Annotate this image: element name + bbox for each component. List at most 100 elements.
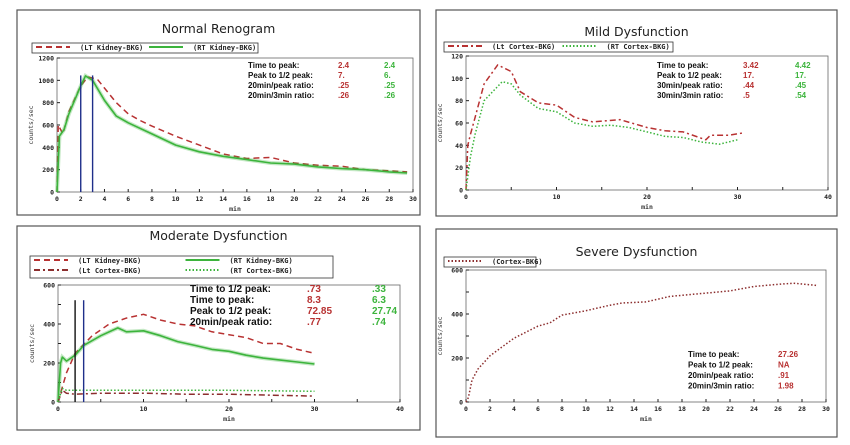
x-tick-label: 0 <box>55 195 59 203</box>
legend-box <box>29 255 334 279</box>
x-tick-label: 0 <box>56 405 60 413</box>
stat-value-rt: 6.3 <box>372 295 386 306</box>
x-tick-label: 12 <box>195 195 203 203</box>
x-tick-label: 0 <box>464 193 468 201</box>
stat-value-lt: .26 <box>338 91 350 100</box>
x-tick-label: 18 <box>678 405 686 413</box>
stat-value-rt: .33 <box>372 284 386 295</box>
stat-value-lt: .73 <box>307 284 321 295</box>
y-tick-label: 100 <box>451 75 463 83</box>
series-line-2 <box>56 75 408 193</box>
stat-value-lt: 72.85 <box>307 306 332 317</box>
stat-value-rt: .45 <box>795 81 807 90</box>
stat-value-lt: .25 <box>338 81 350 90</box>
y-tick-label: 1200 <box>38 55 54 63</box>
y-axis-label: counts/sec <box>28 324 36 363</box>
stat-label: 30min/3min ratio: <box>657 91 723 100</box>
x-tick-label: 30 <box>822 405 830 413</box>
x-axis-label: min <box>223 415 235 423</box>
x-tick-label: 8 <box>150 195 154 203</box>
stats-table: Time to peak: 3.42 4.42 Peak to 1/2 peak: 17… <box>657 61 811 100</box>
stat-value-rt: 2.4 <box>384 61 396 70</box>
x-tick-label: 8 <box>560 405 564 413</box>
legend-box <box>443 41 674 53</box>
chart-title: Normal Renogram <box>162 21 276 36</box>
stat-label: 20min/3min ratio: <box>248 91 314 100</box>
stat-label: 20min/peak ratio: <box>248 81 314 90</box>
x-tick-label: 14 <box>219 195 227 203</box>
stat-value-rt: .74 <box>372 317 386 328</box>
legend-label: (LT Kidney-BKG) <box>80 44 143 52</box>
stat-value-rt: 27.74 <box>372 306 397 317</box>
stats-table: Time to peak: 2.4 2.4 Peak to 1/2 peak: 7. 6.… <box>248 61 396 100</box>
stat-label: 20min/peak ratio: <box>688 371 754 380</box>
y-tick-label: 600 <box>451 267 463 275</box>
x-tick-label: 10 <box>553 193 561 201</box>
x-tick-label: 10 <box>140 405 148 413</box>
chart-panel-4: Severe Dysfunction(Cortex-BKG)0 2 4 6 8 10 12 1… <box>435 228 838 438</box>
y-tick-label: 800 <box>42 99 54 107</box>
series-line-1 <box>57 313 315 403</box>
x-tick-label: 40 <box>396 405 404 413</box>
y-tick-label: 0 <box>51 399 55 407</box>
x-tick-label: 20 <box>702 405 710 413</box>
x-tick-label: 2 <box>488 405 492 413</box>
y-axis-label: counts/sec <box>27 105 35 144</box>
x-tick-label: 18 <box>267 195 275 203</box>
stat-value-rt: .25 <box>384 81 396 90</box>
panel-frame <box>435 9 838 217</box>
y-tick-label: 120 <box>451 53 463 61</box>
y-tick-label: 40 <box>455 142 463 150</box>
stat-value-lt: 3.42 <box>743 61 759 70</box>
x-tick-label: 28 <box>385 195 393 203</box>
series-line-1 <box>465 64 743 191</box>
legend-label: (RT Cortex-BKG) <box>230 267 293 275</box>
x-axis-label: min <box>641 203 653 211</box>
y-axis-label: counts/sec <box>436 316 444 355</box>
x-tick-label: 4 <box>512 405 516 413</box>
x-tick-label: 24 <box>750 405 758 413</box>
series-line-2 <box>465 80 738 191</box>
x-tick-label: 20 <box>225 405 233 413</box>
stat-label: 20min/peak ratio: <box>190 317 272 328</box>
stat-label: Peak to 1/2 peak: <box>190 306 271 317</box>
stat-value-lt: 7. <box>338 71 345 80</box>
stat-value-lt: .91 <box>778 371 790 380</box>
y-tick-label: 80 <box>455 97 463 105</box>
y-tick-label: 200 <box>43 360 55 368</box>
chart-panel-2: Mild Dysfunction (Lt Cortex-BKG) (RT Corte… <box>435 9 838 217</box>
chart-title: Moderate Dysfunction <box>149 228 287 243</box>
chart-title: Severe Dysfunction <box>576 244 698 259</box>
stat-value-lt: 8.3 <box>307 295 321 306</box>
stat-value-lt: 17. <box>743 71 754 80</box>
x-tick-label: 16 <box>654 405 662 413</box>
legend-label: (RT Kidney-BKG) <box>193 44 256 52</box>
y-tick-label: 0 <box>50 189 54 197</box>
stat-value-rt: 17. <box>795 71 806 80</box>
series-line-1 <box>56 76 408 193</box>
x-tick-label: 40 <box>824 193 832 201</box>
stat-value-rt: 4.42 <box>795 61 811 70</box>
series-line-3 <box>57 389 315 403</box>
stat-label: Time to peak: <box>688 350 739 359</box>
y-tick-label: 60 <box>455 120 463 128</box>
y-tick-label: 200 <box>42 166 54 174</box>
legend-label: (RT Cortex-BKG) <box>607 43 670 51</box>
x-tick-label: 30 <box>734 193 742 201</box>
x-tick-label: 26 <box>362 195 370 203</box>
stats-table: Time to 1/2 peak: .73 .33 Time to peak: 8.3 6… <box>190 284 397 328</box>
stat-label: Time to peak: <box>248 61 299 70</box>
stat-value-rt: 6. <box>384 71 391 80</box>
chart-panel-1: Normal Renogram (LT Kidney-BKG) (RT Kidney… <box>16 9 421 216</box>
stat-value-lt: .77 <box>307 317 321 328</box>
chart-title: Mild Dysfunction <box>584 24 688 39</box>
y-tick-label: 1000 <box>38 77 54 85</box>
stat-label: Time to peak: <box>190 295 254 306</box>
x-tick-label: 26 <box>774 405 782 413</box>
y-tick-label: 200 <box>451 355 463 363</box>
stat-value-lt: 27.26 <box>778 350 799 359</box>
x-tick-label: 20 <box>290 195 298 203</box>
x-tick-label: 4 <box>103 195 107 203</box>
y-tick-label: 0 <box>459 399 463 407</box>
